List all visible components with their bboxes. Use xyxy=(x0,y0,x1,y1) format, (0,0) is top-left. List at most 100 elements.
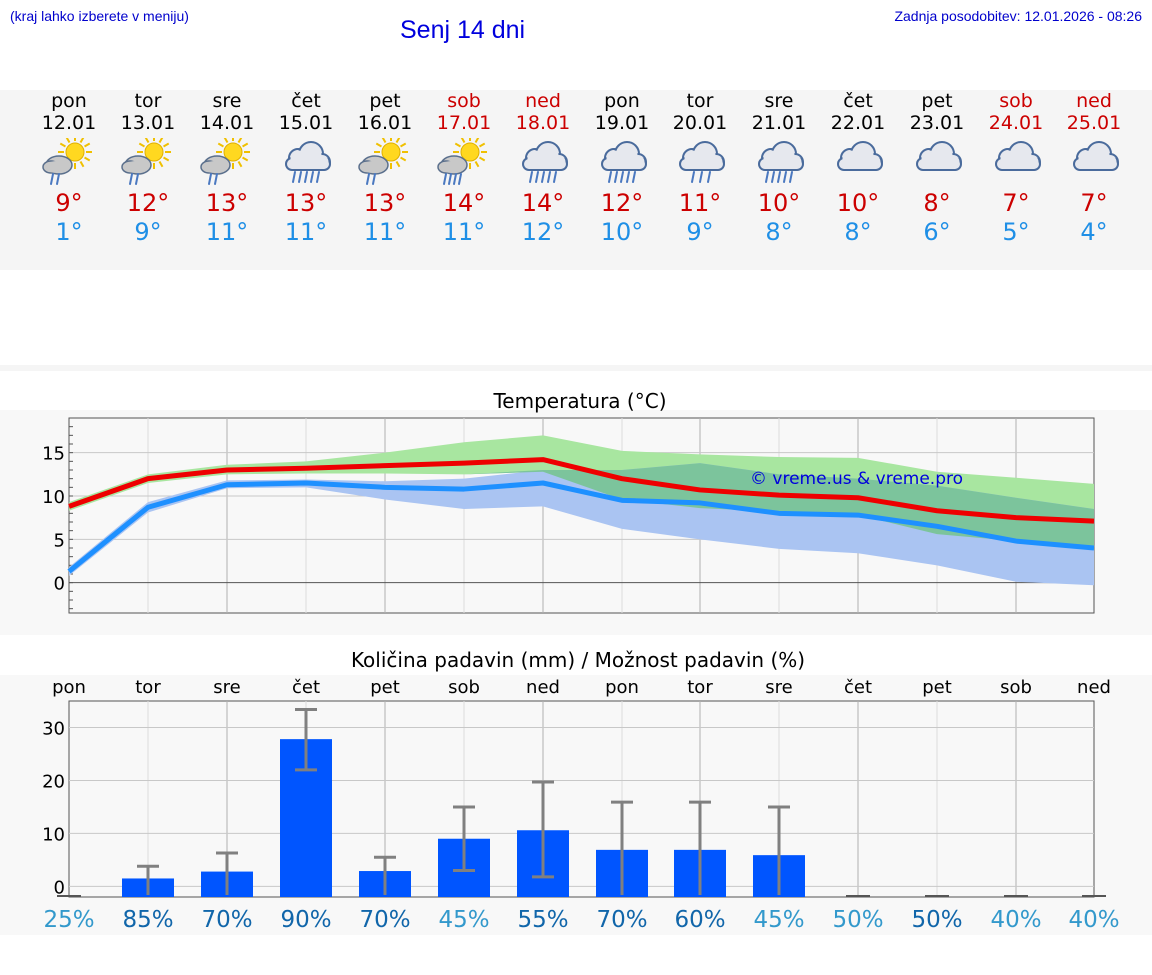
min-temperature: 12° xyxy=(521,218,565,246)
min-temperature: 11° xyxy=(284,218,328,246)
day-column: pet 23.01 8° 6° xyxy=(897,90,977,246)
day-column: čet 22.01 10° 8° xyxy=(818,90,898,246)
precipitation-y-tick-label: 0 xyxy=(54,877,65,898)
precipitation-chance-label: 85% xyxy=(122,907,173,933)
day-date: 20.01 xyxy=(672,112,728,134)
precipitation-x-tick-label: tor xyxy=(687,677,713,698)
day-column: čet 15.01 13° 11° xyxy=(266,90,346,246)
max-temperature: 13° xyxy=(363,189,407,217)
day-name: sob xyxy=(447,90,481,112)
day-column: sre 14.01 13° 11° xyxy=(187,90,267,246)
precipitation-x-tick-label: ned xyxy=(1077,677,1111,698)
precipitation-chance-label: 90% xyxy=(280,907,331,933)
day-date: 15.01 xyxy=(278,112,334,134)
precipitation-y-tick-label: 30 xyxy=(42,718,65,739)
precipitation-chance-label: 40% xyxy=(990,907,1041,933)
day-name: ned xyxy=(1076,90,1112,112)
precipitation-chart-title: Količina padavin (mm) / Možnost padavin … xyxy=(351,648,805,672)
cloud-icon xyxy=(818,138,898,186)
cloud-icon xyxy=(1054,138,1134,186)
temperature-chart-title: Temperatura (°C) xyxy=(492,389,666,413)
min-temperature: 11° xyxy=(442,218,486,246)
temperature-y-tick-label: 15 xyxy=(42,444,65,465)
sun-cloud-heavy-rain-icon xyxy=(424,138,504,186)
day-name: ned xyxy=(525,90,561,112)
sun-cloud-rain-icon xyxy=(108,138,188,186)
max-temperature: 7° xyxy=(1002,189,1030,217)
max-temperature: 12° xyxy=(126,189,170,217)
precipitation-x-tick-label: sre xyxy=(213,677,240,698)
sun-cloud-rain-icon xyxy=(187,138,267,186)
temperature-y-tick-label: 0 xyxy=(54,574,65,595)
day-name: čet xyxy=(843,90,873,112)
precipitation-chance-label: 50% xyxy=(832,907,883,933)
precipitation-chance-label: 70% xyxy=(596,907,647,933)
max-temperature: 9° xyxy=(55,189,83,217)
precipitation-x-tick-label: sob xyxy=(1000,677,1032,698)
day-date: 18.01 xyxy=(515,112,571,134)
precipitation-x-tick-label: ned xyxy=(526,677,560,698)
cloud-heavy-rain-icon xyxy=(739,138,819,186)
precipitation-x-tick-label: sob xyxy=(448,677,480,698)
precipitation-x-tick-label: tor xyxy=(135,677,161,698)
precipitation-chance-label: 60% xyxy=(674,907,725,933)
cloud-heavy-rain-icon xyxy=(503,138,583,186)
precipitation-chance-label: 70% xyxy=(201,907,252,933)
precipitation-chance-label: 45% xyxy=(753,907,804,933)
precipitation-x-tick-label: pon xyxy=(52,677,86,698)
sun-cloud-rain-icon xyxy=(345,138,425,186)
day-name: pet xyxy=(921,90,953,112)
precipitation-x-tick-label: pet xyxy=(370,677,400,698)
watermark-text: © vreme.us & vreme.pro xyxy=(750,469,963,489)
day-date: 14.01 xyxy=(199,112,255,134)
precipitation-x-tick-label: čet xyxy=(292,677,320,698)
max-temperature: 7° xyxy=(1080,189,1108,217)
section-divider xyxy=(0,365,1152,371)
min-temperature: 1° xyxy=(55,218,83,246)
location-hint-link[interactable]: (kraj lahko izberete v meniju) xyxy=(10,8,189,24)
max-temperature: 13° xyxy=(284,189,328,217)
day-column: ned 25.01 7° 4° xyxy=(1054,90,1134,246)
precipitation-chance-label: 25% xyxy=(43,907,94,933)
max-temperature: 12° xyxy=(600,189,644,217)
min-temperature: 9° xyxy=(686,218,714,246)
sun-cloud-rain-icon xyxy=(29,138,109,186)
max-temperature-range-band xyxy=(69,435,1094,550)
max-temperature: 10° xyxy=(757,189,801,217)
max-temperature-line xyxy=(68,457,1095,524)
max-temperature: 8° xyxy=(923,189,951,217)
day-column: sob 17.01 14° 11° xyxy=(424,90,504,246)
max-temperature: 13° xyxy=(205,189,249,217)
precipitation-chance-label: 40% xyxy=(1068,907,1119,933)
day-date: 22.01 xyxy=(830,112,886,134)
day-name: sob xyxy=(999,90,1033,112)
daily-forecast-strip: pon 12.01 9° 1° tor 13.01 12° 9° sre 14.01 13° 11° č… xyxy=(0,90,1152,270)
day-date: 24.01 xyxy=(988,112,1044,134)
day-date: 13.01 xyxy=(120,112,176,134)
day-name: pon xyxy=(604,90,640,112)
day-date: 12.01 xyxy=(41,112,97,134)
day-column: pon 19.01 12° 10° xyxy=(582,90,662,246)
max-temperature: 11° xyxy=(678,189,722,217)
precipitation-x-tick-label: pon xyxy=(605,677,639,698)
day-column: ned 18.01 14° 12° xyxy=(503,90,583,246)
day-date: 21.01 xyxy=(751,112,807,134)
day-name: tor xyxy=(686,90,714,112)
min-temperature-line xyxy=(67,480,1095,574)
precipitation-y-tick-label: 10 xyxy=(42,824,65,845)
day-name: sre xyxy=(764,90,794,112)
cloud-heavy-rain-icon xyxy=(266,138,346,186)
min-temperature: 8° xyxy=(765,218,793,246)
precipitation-chance-label: 50% xyxy=(911,907,962,933)
day-name: tor xyxy=(134,90,162,112)
min-temperature: 11° xyxy=(363,218,407,246)
max-temperature: 14° xyxy=(442,189,486,217)
day-name: pon xyxy=(51,90,87,112)
day-date: 23.01 xyxy=(909,112,965,134)
min-temperature: 8° xyxy=(844,218,872,246)
max-temperature: 14° xyxy=(521,189,565,217)
day-date: 19.01 xyxy=(594,112,650,134)
day-column: pet 16.01 13° 11° xyxy=(345,90,425,246)
